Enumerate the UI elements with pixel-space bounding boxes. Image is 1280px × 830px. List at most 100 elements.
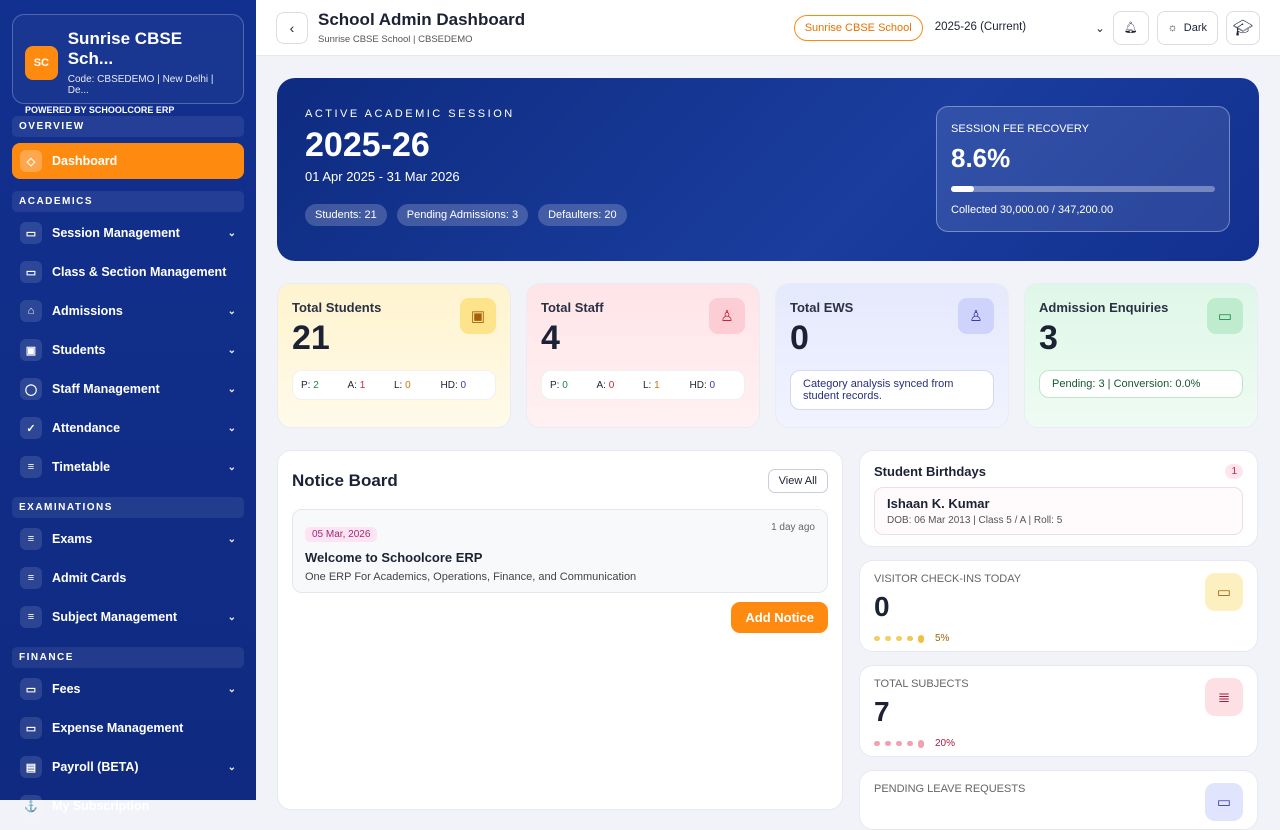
attendance-stats: P: 0 A: 0 L: 1 HD: 0 [541,370,745,400]
chevron-down-icon: ⌄ [227,305,236,317]
fee-value: 8.6% [951,143,1011,173]
view-all-button[interactable]: View All [767,469,828,493]
sidebar-item-label: Timetable [52,460,111,474]
notice-board-title: Notice Board [292,471,398,490]
defaulters-pill: Defaulters: 20 [538,204,627,226]
check-circle-icon: ✓ [20,417,42,439]
sidebar-item-fees[interactable]: ▭ Fees ⌄ [12,671,244,707]
sidebar-item-payroll[interactable]: ▤ Payroll (BETA) ⌄ [12,749,244,785]
birthdays-title: Student Birthdays [874,464,986,479]
stat-label: A: [347,379,357,391]
briefcase-icon: ▤ [20,756,42,778]
sidebar-item-admit-cards[interactable]: ≡ Admit Cards [12,560,244,596]
session-range: 01 Apr 2025 - 31 Mar 2026 [305,169,460,184]
notifications-button[interactable]: 🔔︎ [1112,10,1149,45]
sidebar-item-attendance[interactable]: ✓ Attendance ⌄ [12,410,244,446]
admission-enquiries-card: Admission Enquiries 3 ▭ Pending: 3 | Con… [1024,283,1258,428]
sidebar-item-my-subscription[interactable]: ⚓ My Subscription [12,788,244,824]
sidebar-item-timetable[interactable]: ≡ Timetable ⌄ [12,449,244,485]
document-icon: ≡ [20,606,42,628]
document-icon: ≡ [20,456,42,478]
school-code: Code: CBSEDEMO | New Delhi | De... [67,74,214,96]
halfday-count: 0 [460,379,467,391]
session-select[interactable]: 2025-26 (Current) ⌄ [935,21,1105,35]
chevron-down-icon: ⌄ [227,611,236,623]
visitor-checkins-card: VISITOR CHECK-INS TODAY 0 ▭ 5% [859,560,1258,652]
sidebar-item-class-section[interactable]: ▭ Class & Section Management [12,254,244,290]
notice-body: One ERP For Academics, Operations, Finan… [305,571,637,583]
calendar-icon: ▭ [20,222,42,244]
total-students-card: Total Students 21 ▣ P: 2 A: 1 L: 0 HD: 0 [277,283,511,428]
chevron-down-icon: ⌄ [227,461,236,473]
section-overview: OVERVIEW [12,116,244,137]
sidebar-item-subject-management[interactable]: ≡ Subject Management ⌄ [12,599,244,635]
sidebar-item-dashboard[interactable]: ◇ Dashboard [12,143,244,179]
notice-age: 1 day ago [771,522,815,533]
sidebar-item-staff-management[interactable]: ◯ Staff Management ⌄ [12,371,244,407]
trend-dots: 5% [874,633,1243,644]
halfday-count: 0 [709,379,716,391]
page-subtitle: Sunrise CBSE School | CBSEDEMO [318,34,473,45]
trend-dots: 20% [874,738,1243,749]
chevron-left-icon: ‹ [289,19,295,36]
sidebar-item-admissions[interactable]: ⌂ Admissions ⌄ [12,293,244,329]
present-count: 2 [313,379,319,391]
notice-item[interactable]: 05 Mar, 2026 1 day ago Welcome to School… [292,509,828,593]
bell-icon: 🔔︎ [1123,22,1138,34]
theme-label: Dark [1183,21,1207,34]
powered-by: POWERED BY SCHOOLCORE ERP [25,105,175,115]
enquiry-note: Pending: 3 | Conversion: 0.0% [1039,370,1243,398]
sun-icon: ☼ [1167,21,1178,34]
notice-board-panel: Notice Board View All 05 Mar, 2026 1 day… [277,450,843,810]
sidebar-item-session-management[interactable]: ▭ Session Management ⌄ [12,215,244,251]
attendance-stats: P: 2 A: 1 L: 0 HD: 0 [292,370,496,400]
stat-label: A: [596,379,606,391]
students-icon: ▣ [20,339,42,361]
pending-admissions-pill: Pending Admissions: 3 [396,204,529,226]
absent-count: 1 [359,379,366,391]
pending-leave-card: PENDING LEAVE REQUESTS ▭ [859,770,1258,830]
back-button[interactable]: ‹ [276,11,308,44]
credit-card-icon: ▭ [20,678,42,700]
chevron-down-icon: ⌄ [227,344,236,356]
card-value: 4 [541,319,560,357]
card-label: Total EWS [790,300,854,315]
session-label: ACTIVE ACADEMIC SESSION [305,108,515,120]
sidebar-item-students[interactable]: ▣ Students ⌄ [12,332,244,368]
chevron-down-icon: ⌄ [227,683,236,695]
birthday-item: Ishaan K. Kumar DOB: 06 Mar 2013 | Class… [874,487,1243,535]
add-notice-button[interactable]: Add Notice [731,602,828,633]
sidebar-item-label: Staff Management [52,382,160,396]
stat-label: L: [643,379,652,391]
fee-progress-fill [951,186,974,192]
sidebar-item-exams[interactable]: ≡ Exams ⌄ [12,521,244,557]
total-ews-card: Total EWS 0 ♙ Category analysis synced f… [775,283,1009,428]
sidebar-item-label: Exams [52,532,93,546]
total-staff-card: Total Staff 4 ♙ P: 0 A: 0 L: 1 HD: 0 [526,283,760,428]
present-count: 0 [562,379,568,391]
avatar[interactable]: 🎓︎ [1226,10,1260,45]
mini-label: PENDING LEAVE REQUESTS [874,783,1026,795]
students-icon: ▣ [460,298,496,334]
chevron-down-icon: ⌄ [227,227,236,239]
user-icon: ♙ [958,298,994,334]
leave-count: 0 [405,379,411,391]
sidebar-item-expense-management[interactable]: ▭ Expense Management [12,710,244,746]
calendar-icon: ▭ [1207,298,1243,334]
anchor-icon: ⚓ [20,795,42,817]
fee-collected: Collected 30,000.00 / 347,200.00 [951,204,1114,216]
user-icon: ◯ [20,378,42,400]
sidebar: SC Sunrise CBSE Sch... Code: CBSEDEMO | … [0,0,256,817]
sidebar-item-label: Admissions [52,304,123,318]
sidebar-item-label: Admit Cards [52,571,127,585]
card-label: Total Staff [541,300,604,315]
graduation-cap-icon: ⌂ [20,300,42,322]
mini-label: TOTAL SUBJECTS [874,678,969,690]
document-icon: ≡ [20,567,42,589]
calendar-icon: ▭ [20,261,42,283]
stat-label: HD: [440,379,458,391]
absent-count: 0 [608,379,615,391]
theme-toggle-button[interactable]: ☼ Dark [1156,10,1218,45]
sidebar-item-label: Expense Management [52,721,184,735]
chevron-down-icon: ⌄ [227,761,236,773]
